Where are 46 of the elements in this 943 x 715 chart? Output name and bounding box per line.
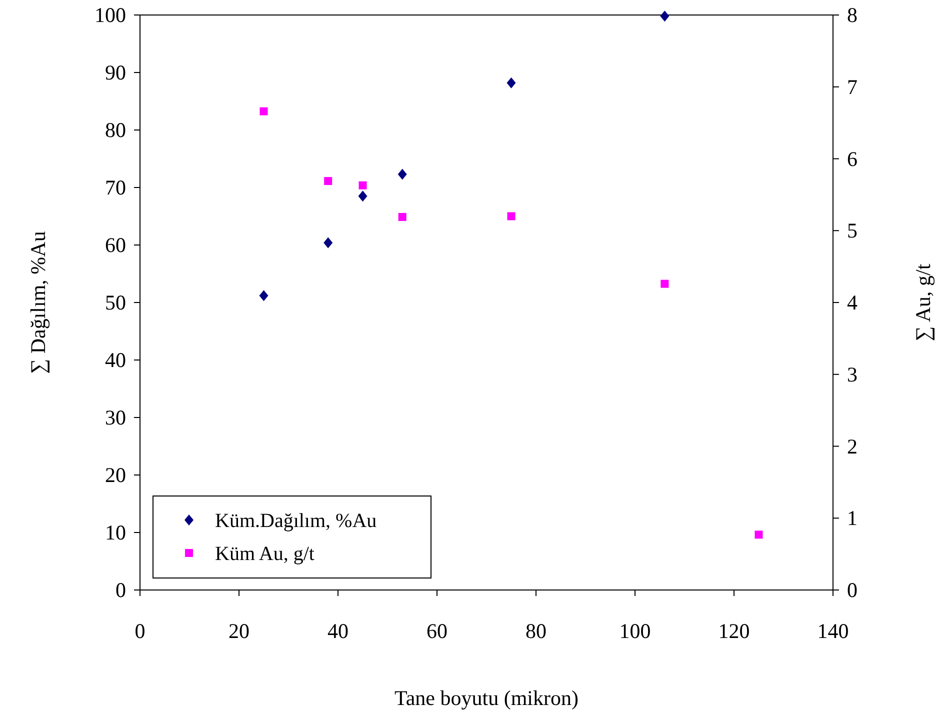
x-tick-label: 100 (619, 619, 651, 643)
y2-tick-label: 0 (847, 578, 858, 602)
y2-tick-label: 6 (847, 146, 858, 171)
x-tick-label: 60 (426, 619, 448, 643)
y-tick-label: 10 (105, 520, 126, 544)
y-tick-label: 50 (105, 290, 126, 314)
x-axis-title: Tane boyutu (mikron) (394, 686, 578, 710)
point (660, 10, 670, 22)
point (358, 190, 368, 202)
x-tick-label: 120 (718, 619, 750, 643)
y-tick-label: 90 (105, 60, 126, 84)
point (754, 530, 763, 539)
point (259, 290, 268, 302)
point (660, 280, 669, 288)
y2-tick-label: 8 (847, 3, 858, 27)
y-tick-label: 60 (105, 233, 126, 257)
x-tick-label: 0 (134, 619, 146, 643)
y2-tick-label: 2 (847, 434, 858, 458)
x-tick-label: 40 (328, 619, 348, 643)
legend-label: Küm.Dağılım, %Au (215, 510, 377, 532)
y-tick-label: 30 (105, 406, 126, 430)
y-tick-label: 0 (116, 578, 126, 602)
y2-axis-title: ∑ Au, g/t (911, 264, 935, 342)
y2-tick-label: 1 (847, 506, 858, 530)
y-tick-label: 100 (94, 3, 126, 27)
point (260, 107, 268, 116)
point (324, 237, 333, 248)
y2-tick-label: 5 (847, 218, 858, 243)
point (324, 177, 332, 186)
point (398, 168, 407, 180)
point (506, 77, 516, 88)
x-tick-label: 80 (526, 619, 546, 643)
y-tick-label: 80 (105, 118, 126, 142)
x-tick-label: 20 (228, 619, 250, 643)
x-tick-label: 140 (817, 619, 849, 643)
y-tick-label: 70 (105, 176, 126, 200)
y2-tick-label: 3 (847, 362, 858, 386)
point (358, 181, 367, 190)
y2-tick-label: 7 (847, 74, 858, 99)
legend-label: Küm Au, g/t (215, 543, 315, 565)
y-tick-label: 20 (105, 463, 126, 487)
point (507, 212, 516, 220)
y-axis-title: ∑ Dağılım, %Au (26, 230, 50, 374)
point (398, 212, 406, 221)
y2-tick-label: 4 (847, 290, 858, 314)
y-tick-label: 40 (105, 348, 126, 372)
